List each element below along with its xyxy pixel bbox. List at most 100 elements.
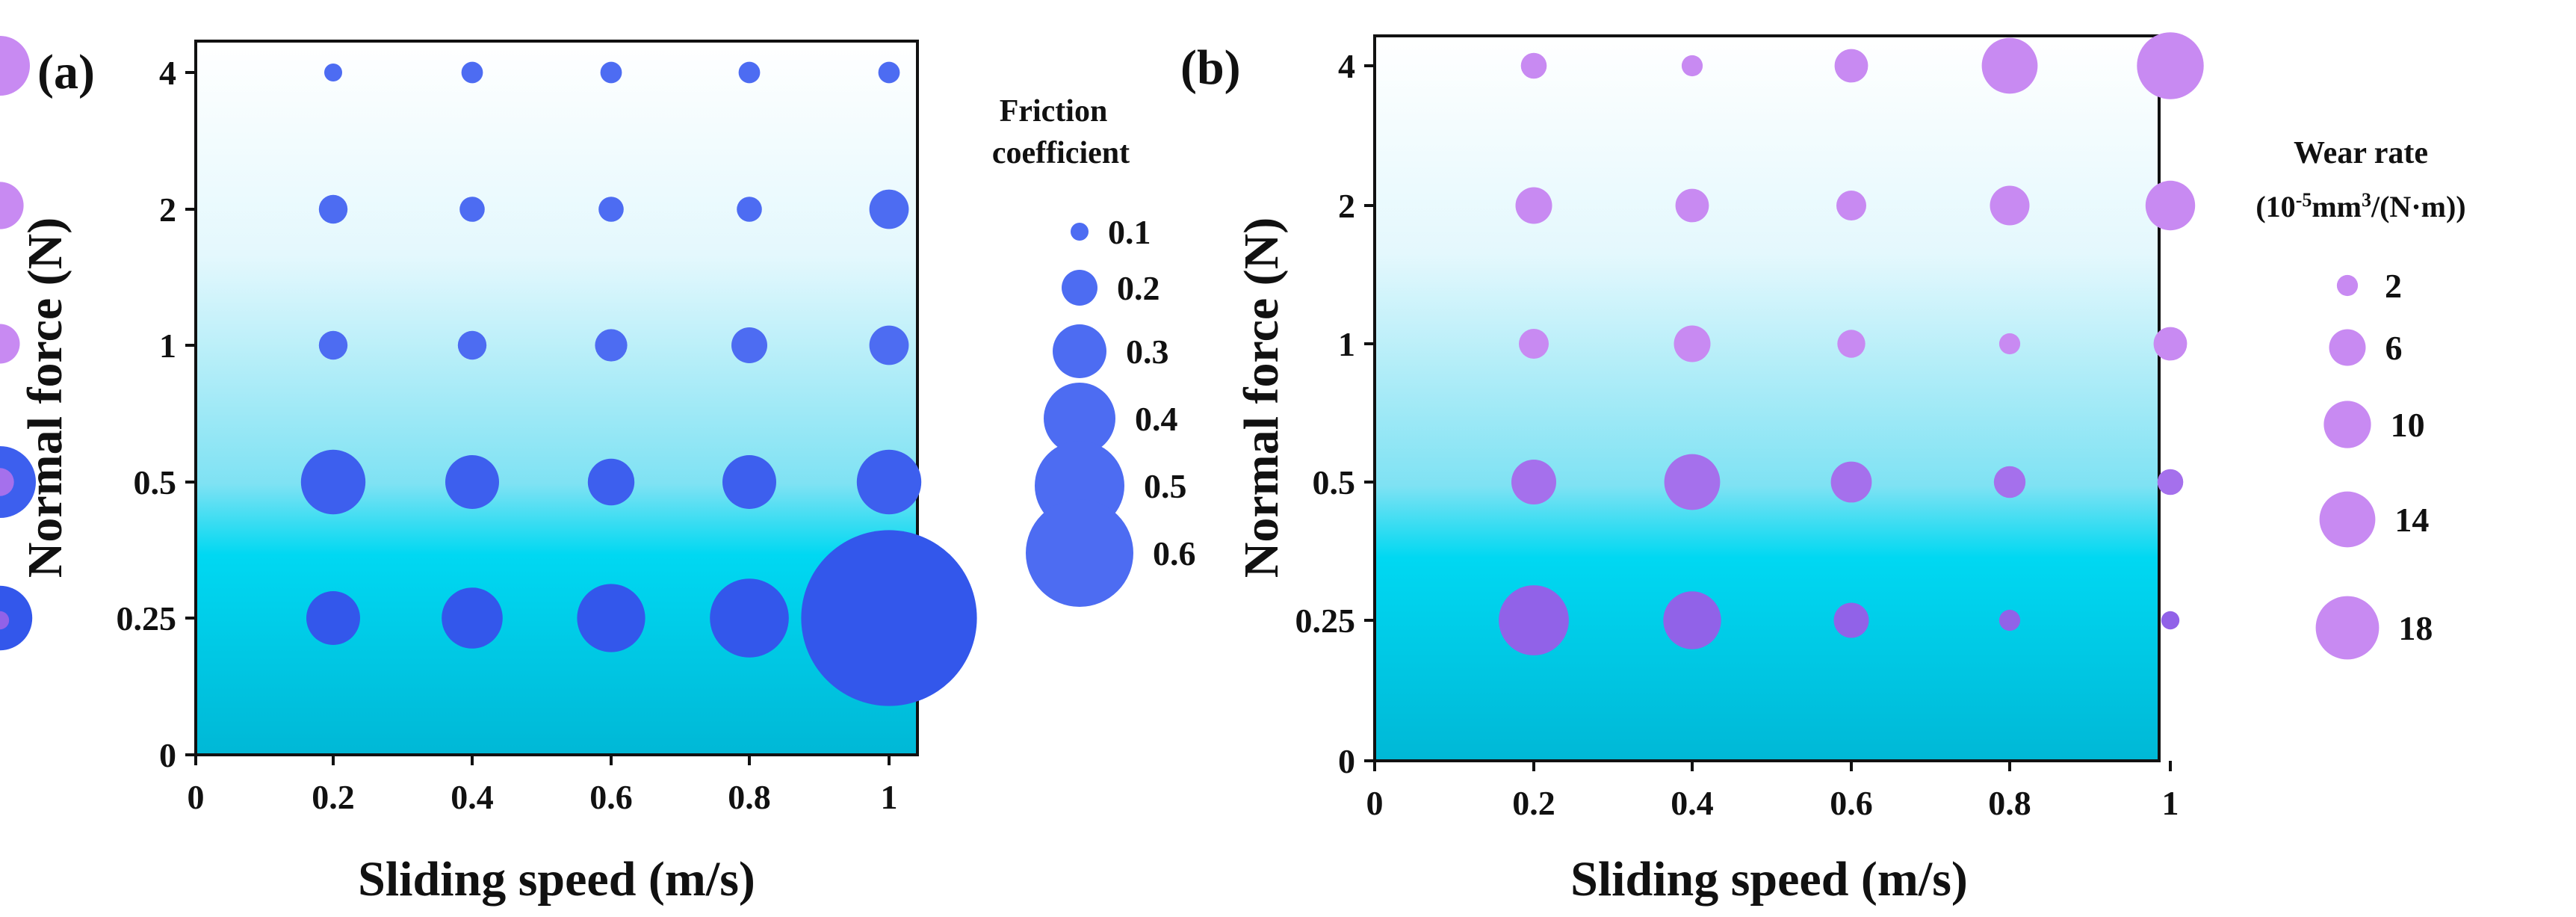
- legend-label-b-2: 10: [2391, 406, 2425, 444]
- panel-label-a: (a): [37, 45, 95, 99]
- x-tick-label-a: 0.4: [451, 778, 494, 816]
- legend-marker-b-0: [2336, 274, 2359, 297]
- data-point-b-7: [1515, 187, 1552, 224]
- data-point-b-5: [2137, 32, 2204, 99]
- legend-title-b-line2: (10-5mm3/(N·m)): [2255, 189, 2465, 224]
- data-point-a-16: [731, 327, 767, 363]
- y-tick-label-a: 0.25: [117, 599, 177, 637]
- legend-label-a-4: 0.5: [1144, 467, 1187, 505]
- legend-marker-a-2: [1053, 324, 1106, 378]
- legend-marker-b-3: [2319, 491, 2376, 548]
- plot-area-b: [1373, 34, 2161, 762]
- data-point-a-24: [0, 585, 33, 651]
- data-point-b-12: [0, 324, 20, 364]
- legend-marker-a-3: [1044, 383, 1115, 454]
- x-tick-label-a: 0.8: [728, 778, 771, 816]
- data-point-b-2: [1681, 55, 1703, 77]
- x-tick-label-b: 0.2: [1512, 784, 1555, 822]
- data-point-b-4: [1981, 37, 2038, 94]
- legend-items-b: 2 6 10 14 18: [2315, 267, 2433, 660]
- legend-label-a-1: 0.2: [1117, 269, 1160, 307]
- x-tick-label-b: 0.8: [1988, 784, 2031, 822]
- x-tick-label-b: 0: [1366, 784, 1384, 822]
- data-point-b-9: [1836, 191, 1866, 220]
- data-point-b-19: [1511, 460, 1556, 504]
- legend-marker-b-4: [2315, 596, 2380, 660]
- data-point-a-10: [737, 197, 762, 222]
- data-point-b-24: [0, 611, 10, 630]
- y-tick-label-b: 0: [1338, 742, 1355, 780]
- panel-a: 0 0.2 0.4 0.6 0.8 1 0 0.25 0.5 1 2 4 (a) Sliding s…: [0, 40, 1196, 907]
- legend-label-a-0: 0.1: [1108, 213, 1151, 251]
- y-tick-label-b: 0.25: [1295, 602, 1356, 640]
- data-point-a-8: [459, 197, 485, 222]
- y-axis-label-a: Normal force (N): [18, 217, 72, 578]
- data-point-a-29: [801, 530, 977, 706]
- y-tick-label-b: 2: [1338, 187, 1355, 225]
- data-point-b-1: [1520, 52, 1547, 79]
- data-point-a-26: [442, 587, 503, 649]
- data-point-b-13: [1519, 329, 1549, 359]
- y-tick-label-a: 0.5: [134, 463, 177, 501]
- data-point-a-20: [445, 455, 499, 509]
- legend-unit-b-part1: (10: [2255, 190, 2295, 223]
- data-point-b-15: [1837, 330, 1866, 358]
- data-point-b-25: [1499, 585, 1569, 655]
- y-ticks-a: 0 0.25 0.5 1 2 4: [117, 54, 196, 774]
- x-tick-label-a: 0: [188, 778, 205, 816]
- legend-title-b-line1: Wear rate: [2294, 136, 2428, 170]
- legend-title-a-line2: coefficient: [992, 136, 1130, 170]
- points-a: [0, 61, 977, 706]
- x-tick-label-a: 0.6: [589, 778, 633, 816]
- legend-title-a-line1: Friction: [1000, 94, 1108, 129]
- legend-b: Wear rate (10-5mm3/(N·m)) 2 6 10 14 18: [2255, 136, 2466, 660]
- data-point-a-7: [318, 194, 348, 224]
- legend-unit-b-exp2: 3: [2362, 189, 2371, 211]
- y-axis-label-b: Normal force (N): [1234, 217, 1289, 578]
- data-point-b-6: [0, 182, 24, 229]
- x-ticks-a: 0 0.2 0.4 0.6 0.8 1: [188, 755, 898, 816]
- x-axis-label-b: Sliding speed (m/s): [1570, 852, 1968, 907]
- data-point-a-2: [461, 61, 483, 84]
- data-point-a-4: [738, 61, 761, 84]
- legend-marker-a-5: [1026, 499, 1133, 607]
- data-point-b-18: [0, 468, 14, 496]
- y-tick-label-a: 1: [159, 327, 176, 365]
- y-tick-label-a: 4: [159, 54, 176, 92]
- y-tick-label-b: 4: [1338, 47, 1355, 85]
- data-point-a-22: [722, 455, 776, 509]
- legend-label-b-0: 2: [2385, 267, 2402, 305]
- points-b: [0, 32, 2204, 655]
- legend-label-a-5: 0.6: [1153, 534, 1196, 572]
- data-point-b-22: [1993, 466, 2026, 498]
- data-point-b-27: [1833, 602, 1869, 638]
- y-tick-label-a: 2: [159, 191, 176, 229]
- data-point-b-16: [1998, 333, 2021, 355]
- data-point-a-19: [300, 449, 366, 515]
- data-point-a-11: [869, 189, 909, 229]
- data-point-b-17: [2153, 327, 2188, 361]
- x-tick-label-a: 1: [881, 778, 898, 816]
- data-point-b-26: [1663, 591, 1721, 649]
- legend-marker-b-2: [2323, 401, 2371, 448]
- data-point-a-3: [600, 61, 622, 84]
- data-point-b-8: [1675, 188, 1709, 223]
- legend-a: Friction coefficient 0.1 0.2 0.3 0.4 0.5 0.6: [992, 94, 1196, 607]
- legend-label-b-1: 6: [2385, 329, 2402, 367]
- x-tick-label-b: 1: [2162, 784, 2179, 822]
- panel-label-b: (b): [1180, 40, 1241, 95]
- panel-b: 0 0.2 0.4 0.6 0.8 1 0 0.25 0.5 1 2 4 (b) Sliding s…: [0, 32, 2466, 907]
- data-point-b-28: [1998, 609, 2021, 632]
- data-point-a-23: [856, 449, 922, 515]
- y-tick-label-b: 1: [1338, 325, 1355, 363]
- data-point-a-21: [587, 458, 635, 506]
- data-point-a-9: [598, 197, 624, 222]
- legend-items-a: 0.1 0.2 0.3 0.4 0.5 0.6: [1026, 213, 1196, 607]
- data-point-b-21: [1830, 461, 1872, 503]
- x-tick-label-a: 0.2: [312, 778, 355, 816]
- legend-unit-b-exp1: -5: [2296, 189, 2312, 211]
- data-point-b-0: [0, 36, 30, 96]
- data-point-a-27: [577, 584, 645, 652]
- x-ticks-b: 0 0.2 0.4 0.6 0.8 1: [1366, 761, 2179, 822]
